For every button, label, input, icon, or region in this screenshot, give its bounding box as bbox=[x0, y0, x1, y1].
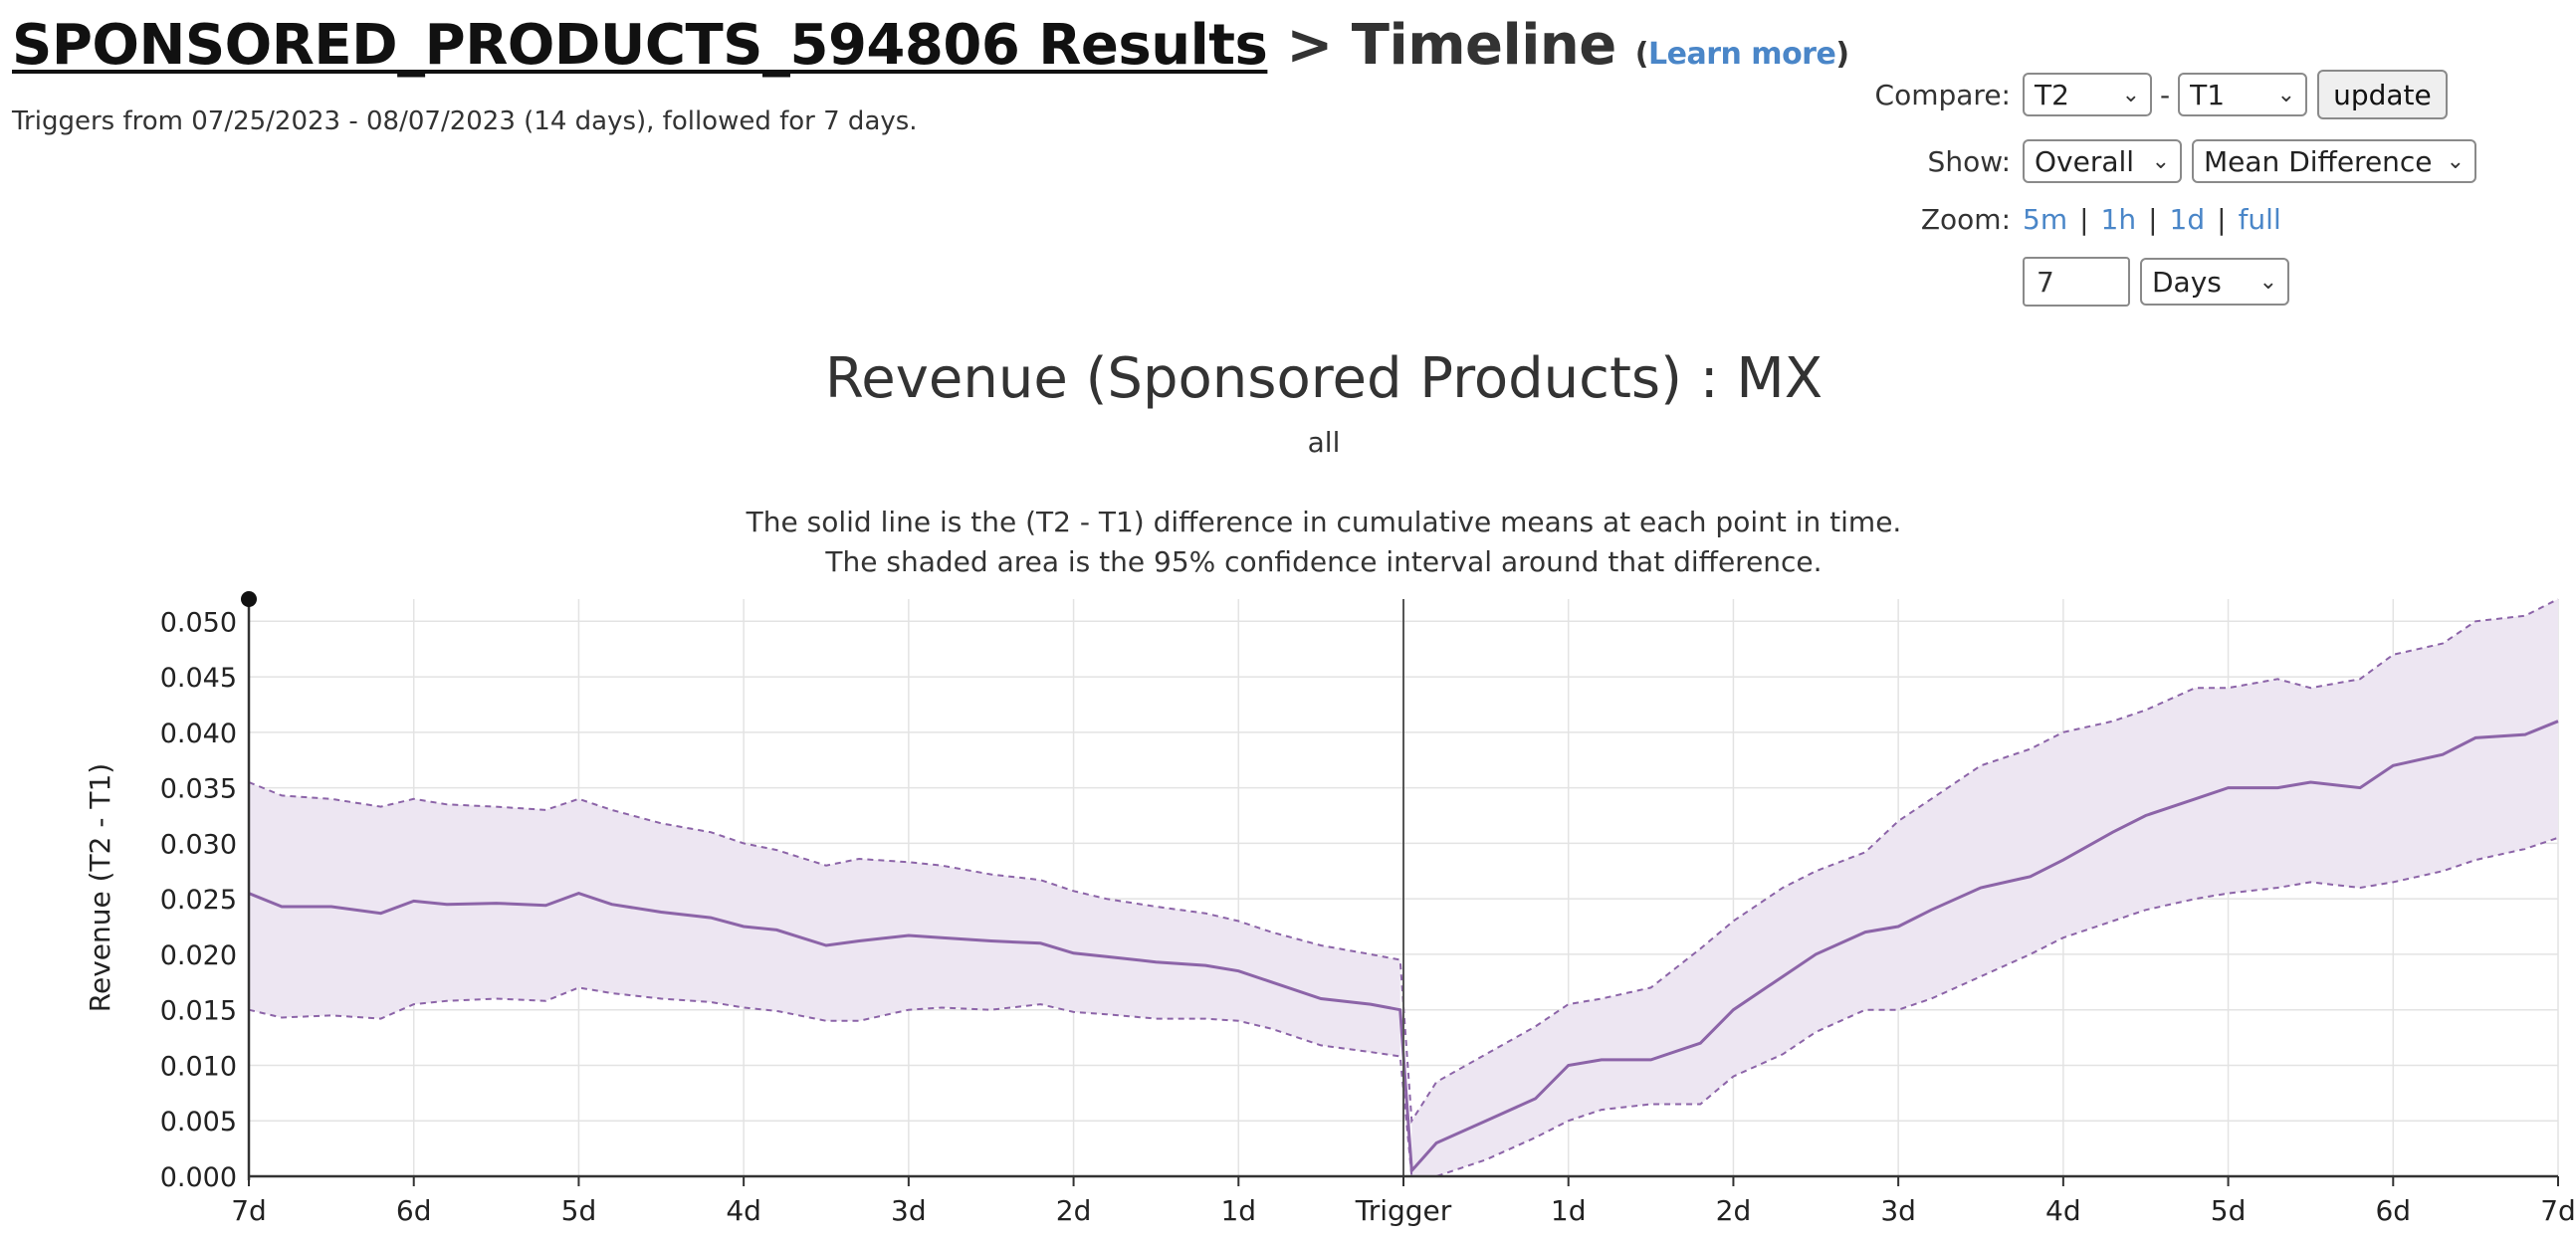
x-tick-label: 6d bbox=[396, 1194, 432, 1227]
window-unit-value: Days bbox=[2152, 265, 2222, 299]
show-segment-select[interactable]: Overall ⌄ bbox=[2023, 139, 2182, 183]
chart-description: The solid line is the (T2 - T1) differen… bbox=[0, 503, 2576, 582]
results-link[interactable]: SPONSORED_PRODUCTS_594806 Results bbox=[12, 13, 1268, 78]
y-tick-label: 0.045 bbox=[160, 663, 237, 694]
show-row: Show: Overall ⌄ Mean Difference ⌄ bbox=[1851, 139, 2476, 183]
x-tick-label: 7d bbox=[231, 1194, 267, 1227]
x-tick-label: 1d bbox=[1551, 1194, 1587, 1227]
show-segment-value: Overall bbox=[2035, 144, 2135, 178]
update-button[interactable]: update bbox=[2317, 70, 2448, 119]
mean-difference-line bbox=[248, 720, 2559, 1175]
show-metric-select[interactable]: Mean Difference ⌄ bbox=[2192, 139, 2476, 183]
chevron-down-icon: ⌄ bbox=[2446, 148, 2465, 174]
y-tick-label: 0.000 bbox=[160, 1162, 237, 1193]
learn-more-wrapper: (Learn more) bbox=[1635, 37, 1849, 72]
zoom-1h-link[interactable]: 1h bbox=[2100, 203, 2137, 236]
y-tick-label: 0.025 bbox=[160, 885, 237, 916]
zoom-5m-link[interactable]: 5m bbox=[2023, 203, 2068, 236]
x-tick-label: 4d bbox=[2045, 1194, 2081, 1227]
compare-b-value: T1 bbox=[2190, 78, 2226, 111]
chart-description-line: The shaded area is the 95% confidence in… bbox=[825, 545, 1823, 578]
show-metric-value: Mean Difference bbox=[2204, 144, 2433, 178]
learn-more-open-paren: ( bbox=[1634, 37, 1649, 72]
compare-label: Compare: bbox=[1874, 78, 2011, 111]
window-length-input[interactable]: 7 bbox=[2023, 257, 2130, 307]
chevron-down-icon: ⌄ bbox=[2151, 148, 2170, 174]
chevron-down-icon: ⌄ bbox=[2276, 82, 2296, 107]
y-tick-label: 0.050 bbox=[160, 607, 237, 638]
x-tick-label: 7d bbox=[2540, 1194, 2576, 1227]
zoom-1d-link[interactable]: 1d bbox=[2169, 203, 2206, 236]
compare-a-value: T2 bbox=[2035, 78, 2069, 111]
compare-b-select[interactable]: T1 ⌄ bbox=[2178, 73, 2308, 116]
learn-more-close-paren: ) bbox=[1835, 37, 1849, 72]
confidence-band-pre-trigger bbox=[249, 782, 1400, 1057]
x-tick-label: 3d bbox=[1880, 1194, 1916, 1227]
x-tick-label: 2d bbox=[1056, 1194, 1092, 1227]
trigger-range-summary: Triggers from 07/25/2023 - 08/07/2023 (1… bbox=[12, 106, 918, 136]
window-unit-select[interactable]: Days ⌄ bbox=[2140, 258, 2289, 306]
zoom-separator: | bbox=[2217, 203, 2227, 236]
lower-bound-line bbox=[248, 836, 2559, 1177]
x-tick-label: 3d bbox=[891, 1194, 927, 1227]
x-tick-label: 4d bbox=[726, 1194, 761, 1227]
x-tick-label: 1d bbox=[1220, 1194, 1256, 1227]
chevron-down-icon: ⌄ bbox=[2121, 82, 2140, 107]
compare-a-select[interactable]: T2 ⌄ bbox=[2023, 73, 2152, 116]
y-tick-label: 0.010 bbox=[160, 1051, 237, 1082]
y-axis-handle bbox=[241, 591, 257, 607]
zoom-separator: | bbox=[2148, 203, 2158, 236]
zoom-full-link[interactable]: full bbox=[2238, 203, 2281, 236]
x-tick-label: Trigger bbox=[1355, 1194, 1452, 1227]
chevron-down-icon: ⌄ bbox=[2258, 269, 2277, 295]
chart-description-line: The solid line is the (T2 - T1) differen… bbox=[746, 506, 1902, 538]
compare-row: Compare: T2 ⌄ - T1 ⌄ update bbox=[1851, 70, 2448, 119]
chart-subtitle: all bbox=[1307, 426, 1341, 459]
timeline-crumb: > Timeline bbox=[1286, 13, 1616, 78]
compare-dash: - bbox=[2160, 78, 2171, 111]
chart-title: Revenue (Sponsored Products) : MX bbox=[824, 346, 1824, 411]
y-tick-label: 0.005 bbox=[160, 1107, 237, 1138]
y-tick-label: 0.030 bbox=[160, 829, 237, 860]
y-tick-label: 0.035 bbox=[160, 774, 237, 805]
timeline-chart: 0.000 0.005 0.010 0.015 0.020 0.025 0.030 0.035… bbox=[84, 591, 2576, 1227]
learn-more-link[interactable]: Learn more bbox=[1648, 37, 1836, 72]
zoom-separator: | bbox=[2079, 203, 2089, 236]
page-header: SPONSORED_PRODUCTS_594806 Results > Time… bbox=[12, 4, 1849, 136]
upper-bound-line bbox=[248, 598, 2559, 1125]
y-axis-label: Revenue (T2 - T1) bbox=[84, 763, 116, 1012]
x-tick-label: 2d bbox=[1716, 1194, 1752, 1227]
y-tick-label: 0.020 bbox=[160, 940, 237, 971]
window-row: 7 Days ⌄ bbox=[2023, 257, 2289, 307]
y-tick-label: 0.040 bbox=[160, 719, 237, 749]
y-tick-label: 0.015 bbox=[160, 996, 237, 1027]
zoom-row: Zoom: 5m | 1h | 1d | full bbox=[1851, 203, 2281, 236]
zoom-options: 5m | 1h | 1d | full bbox=[2023, 203, 2281, 236]
x-tick-label: 6d bbox=[2375, 1194, 2411, 1227]
show-label: Show: bbox=[1927, 144, 2011, 178]
page-title: SPONSORED_PRODUCTS_594806 Results > Time… bbox=[12, 4, 1849, 97]
zoom-label: Zoom: bbox=[1920, 203, 2011, 236]
x-tick-label: 5d bbox=[2211, 1194, 2247, 1227]
x-tick-label: 5d bbox=[561, 1194, 597, 1227]
